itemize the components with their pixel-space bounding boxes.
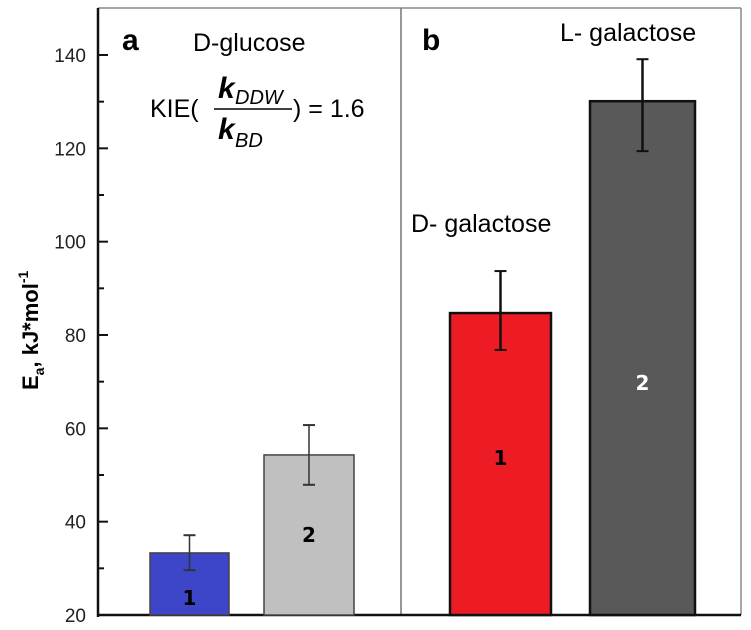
y-tick-label: 40 <box>65 513 86 534</box>
l-galactose-label: L- galactose <box>560 19 696 47</box>
y-axis-title: Ea, kJ*mol-1 <box>15 270 47 390</box>
kie-numerator-k: k <box>218 72 236 105</box>
y-ticks: 20 40 60 80 100 120 140 <box>54 46 108 627</box>
y-tick-label: 100 <box>54 233 86 254</box>
kie-annotation: KIE( k DDW k BD ) = 1.6 <box>150 72 365 152</box>
bar-number-label: 2 <box>302 523 316 547</box>
y-axis-title-rest: , kJ*mol <box>18 283 43 367</box>
y-tick-label: 120 <box>54 139 86 160</box>
kie-suffix: ) = 1.6 <box>293 95 365 123</box>
kie-denominator-sub: BD <box>235 130 263 152</box>
y-axis-title-main: E <box>18 375 43 390</box>
y-axis-title-sup: -1 <box>15 270 31 283</box>
panel-b-letter: b <box>422 24 440 57</box>
y-tick-label: 20 <box>65 606 86 627</box>
kie-numerator-sub: DDW <box>235 87 285 109</box>
panel-a-letter: a <box>122 24 139 57</box>
d-galactose-label: D- galactose <box>411 210 551 238</box>
y-tick-label: 60 <box>65 419 86 440</box>
bar-b-2 <box>588 99 697 617</box>
bars: 1 2 1 2 <box>149 58 697 617</box>
kie-denominator-k: k <box>218 113 236 146</box>
bar-number-label: 2 <box>636 371 650 395</box>
panel-a-title: D-glucose <box>193 29 306 57</box>
kie-prefix: KIE( <box>150 95 199 123</box>
y-tick-label: 140 <box>54 46 86 67</box>
y-tick-label: 80 <box>65 326 86 347</box>
bar-number-label: 1 <box>183 586 197 610</box>
y-axis-title-sub: a <box>31 367 47 375</box>
bar-b-1 <box>448 311 553 617</box>
bar-number-label: 1 <box>494 446 508 470</box>
